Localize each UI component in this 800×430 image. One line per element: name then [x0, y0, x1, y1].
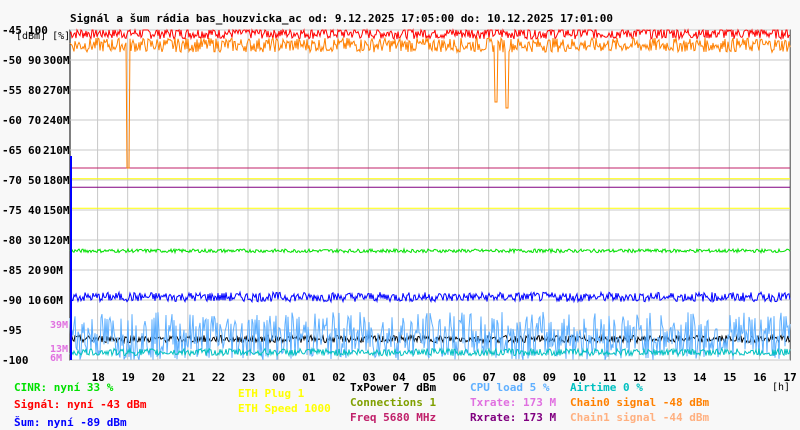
- y-tick-label-rate: 150M: [43, 204, 70, 217]
- series-chain0: [69, 36, 791, 169]
- series-sum: [69, 290, 791, 304]
- x-units-label: [h]: [772, 382, 791, 393]
- x-tick-label: 16: [753, 371, 767, 384]
- y-tick-label-pct: 10: [28, 294, 41, 307]
- legend-chain0: Chain0 signal -48 dBm: [570, 396, 710, 409]
- legend-cpu: CPU load 5 %: [470, 381, 550, 394]
- y-tick-label-dbm: -85: [2, 264, 22, 277]
- y-tick-label-dbm: -90: [2, 294, 22, 307]
- y-tick-label-pct: 100: [28, 24, 48, 37]
- y-tick-label-dbm: -50: [2, 54, 22, 67]
- x-tick-label: 14: [693, 371, 707, 384]
- x-tick-label: 05: [422, 371, 435, 384]
- y-tick-label-rate: 210M: [43, 144, 70, 157]
- y-extra-label: 6M: [50, 353, 62, 364]
- legend-eth-plug: ETH Plug 1: [238, 387, 305, 400]
- y-tick-label-pct: 50: [28, 174, 41, 187]
- legend-rxrate: Rxrate: 173 M: [470, 411, 557, 424]
- x-tick-label: 00: [272, 371, 285, 384]
- y-tick-label-dbm: -75: [2, 204, 22, 217]
- y-units-label: [dBm] [%]: [16, 31, 71, 42]
- legend-txpower: TxPower 7 dBm: [350, 381, 437, 394]
- x-tick-label: 20: [152, 371, 165, 384]
- x-tick-label: 15: [723, 371, 736, 384]
- x-tick-label: 01: [302, 371, 316, 384]
- x-tick-label: 17: [783, 371, 796, 384]
- y-tick-label-rate: 90M: [43, 264, 63, 277]
- x-tick-label: 09: [543, 371, 556, 384]
- y-tick-label-pct: 40: [28, 204, 41, 217]
- y-tick-label-pct: 90: [28, 54, 41, 67]
- x-tick-label: 13: [663, 371, 676, 384]
- y-tick-label-rate: 120M: [43, 234, 70, 247]
- y-tick-label-pct: 60: [28, 144, 41, 157]
- legend-chain1: Chain1 signal -44 dBm: [570, 411, 710, 424]
- y-tick-label-dbm: -70: [2, 174, 22, 187]
- series-cpu: [69, 311, 791, 361]
- y-tick-label-rate: 300M: [43, 54, 70, 67]
- series-signal: [69, 28, 791, 41]
- legend-signal: Signál: nyní -43 dBm: [14, 398, 147, 411]
- y-tick-label-dbm: -55: [2, 84, 22, 97]
- y-tick-label-pct: 70: [28, 114, 41, 127]
- y-tick-label-dbm: -65: [2, 144, 22, 157]
- x-tick-label: 03: [362, 371, 375, 384]
- y-tick-label-pct: 20: [28, 264, 41, 277]
- x-tick-label: 23: [242, 371, 255, 384]
- series-txpower: [69, 333, 791, 345]
- x-tick-label: 21: [182, 371, 196, 384]
- chart-title: Signál a šum rádia bas_houzvicka_ac od: …: [70, 12, 614, 25]
- y-tick-label-dbm: -100: [2, 354, 29, 367]
- legend-txrate: Txrate: 173 M: [470, 396, 557, 409]
- y-tick-label-rate: 180M: [43, 174, 70, 187]
- legend-cinr: CINR: nyní 33 %: [14, 381, 114, 394]
- y-tick-label-dbm: -45: [2, 24, 22, 37]
- x-tick-label: 22: [212, 371, 225, 384]
- x-tick-label: 07: [483, 371, 496, 384]
- x-tick-label: 18: [92, 371, 105, 384]
- y-tick-label-pct: 30: [28, 234, 41, 247]
- x-tick-label: 11: [603, 371, 617, 384]
- legend-eth-speed: ETH Speed 1000: [238, 402, 331, 415]
- legend-sum: Šum: nyní -89 dBm: [14, 416, 127, 429]
- x-tick-label: 19: [122, 371, 135, 384]
- y-tick-label-pct: 80: [28, 84, 41, 97]
- legend-connections: Connections 1: [350, 396, 437, 409]
- x-tick-label: 02: [332, 371, 345, 384]
- x-tick-label: 08: [513, 371, 526, 384]
- x-tick-label: 04: [392, 371, 406, 384]
- x-tick-label: 12: [633, 371, 646, 384]
- y-tick-label-rate: 270M: [43, 84, 70, 97]
- legend-freq: Freq 5680 MHz: [350, 411, 437, 424]
- x-tick-label: 06: [453, 371, 467, 384]
- y-tick-label-dbm: -60: [2, 114, 22, 127]
- y-tick-label-rate: 60M: [43, 294, 63, 307]
- y-tick-label-rate: 240M: [43, 114, 70, 127]
- y-extra-label: 13M: [50, 344, 68, 355]
- x-tick-label: 10: [573, 371, 586, 384]
- y-tick-label-dbm: -80: [2, 234, 22, 247]
- y-tick-label-dbm: -95: [2, 324, 22, 337]
- series-cinr: [69, 247, 791, 255]
- legend-airtime: Airtime 0 %: [570, 381, 643, 394]
- y-extra-label: 39M: [50, 320, 68, 331]
- series-airtime: [69, 346, 791, 358]
- plot-area: [69, 29, 791, 361]
